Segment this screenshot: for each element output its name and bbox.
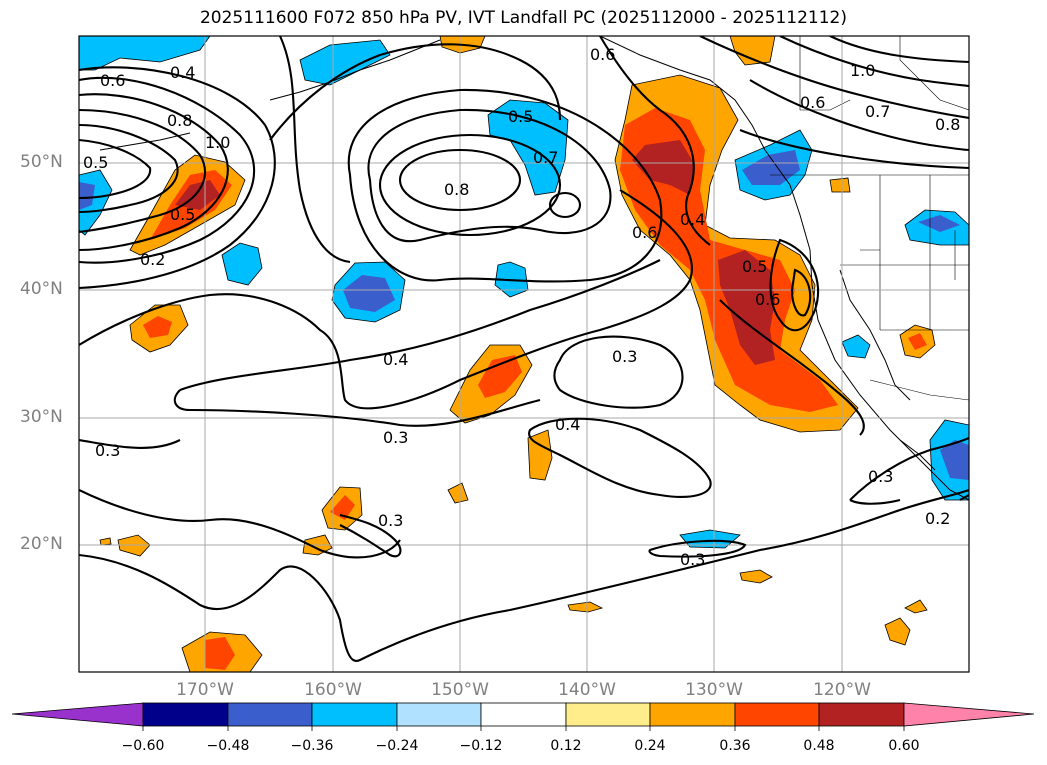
lon-label-160w: 160°W xyxy=(304,680,362,700)
lat-label-30n: 30°N xyxy=(20,407,63,427)
contour-label: 0.4 xyxy=(555,415,580,434)
contour-label: 0.8 xyxy=(167,111,192,130)
map-frame xyxy=(78,35,970,673)
colorbar-bin xyxy=(734,702,820,727)
colorbar-bin xyxy=(227,702,313,727)
lon-label-170w: 170°W xyxy=(176,680,234,700)
contour-label: 0.5 xyxy=(83,153,108,172)
contour-label: 0.6 xyxy=(800,93,825,112)
graticule xyxy=(79,36,969,672)
contour-label: 0.3 xyxy=(612,347,637,366)
negative-anomaly-aleutian xyxy=(299,39,391,86)
contour-label: 1.0 xyxy=(205,133,230,152)
pv-contours xyxy=(79,36,969,662)
map-title: 2025111600 F072 850 hPa PV, IVT Landfall… xyxy=(199,8,847,28)
colorbar-bin xyxy=(649,702,736,727)
colorbar-bin xyxy=(818,702,905,727)
colorbar-extend-low xyxy=(11,702,144,727)
contour-label: 0.6 xyxy=(100,71,125,90)
colorbar-tick-label: 0.60 xyxy=(888,738,920,754)
colorbar-tick-label: −0.24 xyxy=(375,738,419,754)
contour-label: 0.4 xyxy=(383,350,408,369)
lon-label-130w: 130°W xyxy=(685,680,743,700)
colorbar-bin xyxy=(311,702,398,727)
contour-label: 0.7 xyxy=(865,102,890,121)
contour-label: 0.2 xyxy=(925,509,950,528)
colorbar-tick-label: −0.36 xyxy=(290,738,334,754)
contour-label: 1.0 xyxy=(850,61,875,80)
contour-label: 0.5 xyxy=(508,107,533,126)
shaded-field xyxy=(79,36,969,672)
lat-label-40n: 40°N xyxy=(20,279,63,299)
colorbar-extend-high xyxy=(903,702,1035,727)
contour-label: 0.3 xyxy=(95,441,120,460)
colorbar-tick-label: 0.24 xyxy=(634,738,666,754)
colorbar-tick-label: 0.12 xyxy=(550,738,582,754)
contour-label: 0.3 xyxy=(378,511,403,530)
colorbar-tick-label: −0.48 xyxy=(206,738,250,754)
contour-labels: 0.6 0.4 0.8 1.0 0.5 0.5 0.2 0.5 0.7 0.8 … xyxy=(83,45,960,569)
colorbar-bin xyxy=(480,702,567,727)
lon-label-150w: 150°W xyxy=(431,680,489,700)
colorbar-bin xyxy=(565,702,651,727)
contour-label: 0.5 xyxy=(742,257,767,276)
colorbar-tick-label: 0.48 xyxy=(803,738,835,754)
contour-label: 0.6 xyxy=(590,45,615,64)
lat-label-50n: 50°N xyxy=(20,152,63,172)
colorbar-tick-label: 0.36 xyxy=(719,738,751,754)
lon-label-140w: 140°W xyxy=(558,680,616,700)
contour-label: 0.3 xyxy=(680,550,705,569)
contour-label: 0.4 xyxy=(170,63,195,82)
colorbar-bin xyxy=(142,702,229,727)
contour-label: 0.6 xyxy=(755,290,780,309)
contour-label: 0.6 xyxy=(632,223,657,242)
colorbar-tick-label: −0.12 xyxy=(459,738,503,754)
contour-label: 0.2 xyxy=(140,250,165,269)
lat-label-20n: 20°N xyxy=(20,534,63,554)
colorbar-bin xyxy=(396,702,482,727)
colorbar-tick-label: −0.60 xyxy=(121,738,165,754)
contour-label: 0.8 xyxy=(444,180,469,199)
lon-label-120w: 120°W xyxy=(813,680,871,700)
contour-label: 0.7 xyxy=(533,148,558,167)
contour-label: 0.4 xyxy=(680,210,705,229)
contour-label: 0.8 xyxy=(935,115,960,134)
contour-label: 0.3 xyxy=(868,467,893,486)
contour-label: 0.3 xyxy=(383,428,408,447)
colorbar xyxy=(11,702,1035,731)
contour-label: 0.5 xyxy=(170,205,195,224)
